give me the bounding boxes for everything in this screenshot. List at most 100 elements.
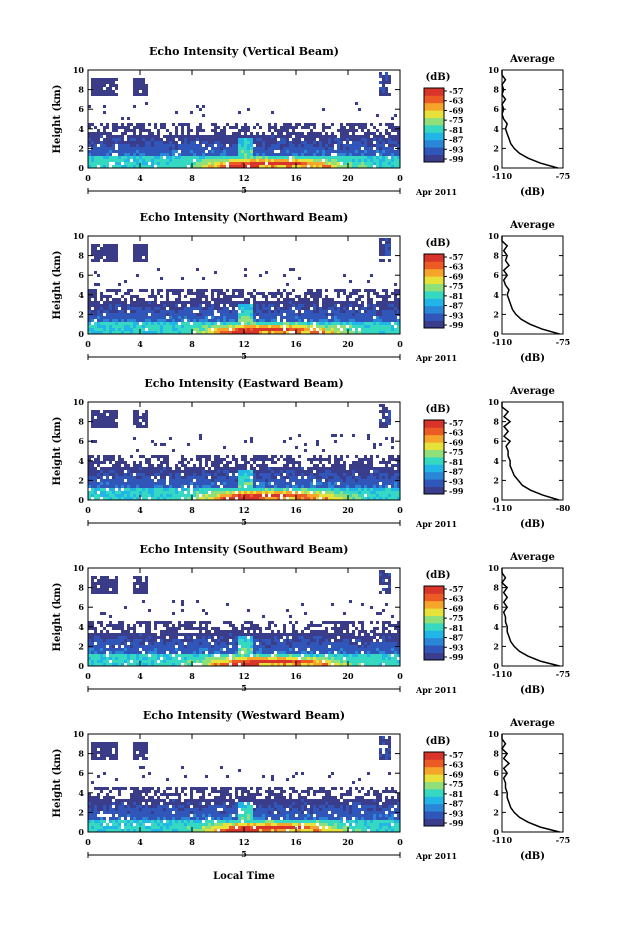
average-y-tick-label: 2	[493, 475, 499, 485]
average-y-tick-label: 8	[493, 583, 499, 593]
x-tick-label: 8	[189, 173, 195, 183]
x-tick-label: 12	[238, 173, 249, 183]
x-tick-label: 0	[85, 339, 91, 349]
average-title: Average	[509, 552, 555, 563]
average-y-tick-label: 4	[493, 456, 499, 466]
average-y-tick-label: 2	[493, 807, 499, 817]
average-title: Average	[509, 386, 555, 397]
y-tick-label: 8	[78, 417, 84, 427]
x-tick-label: 4	[137, 671, 143, 681]
average-y-tick-label: 2	[493, 641, 499, 651]
average-y-tick-label: 6	[493, 768, 499, 778]
x-axis-label: Local Time	[213, 871, 275, 882]
y-tick-label: 4	[78, 622, 84, 632]
colorbar-swatch	[424, 427, 444, 435]
colorbar-swatch	[424, 261, 444, 269]
average-y-tick-label: 6	[493, 270, 499, 280]
colorbar-unit: (dB)	[426, 570, 451, 581]
colorbar-swatch	[424, 464, 444, 472]
x-tick-label: 4	[137, 173, 143, 183]
average-x-label: (dB)	[520, 851, 545, 862]
panel-title: Echo Intensity (Southward Beam)	[140, 543, 349, 556]
y-axis-label: Height (km)	[52, 85, 63, 154]
colorbar-swatch	[424, 782, 444, 790]
x-tick-label: 16	[290, 671, 302, 681]
colorbar-tick-label: -99	[449, 818, 464, 828]
y-tick-label: 0	[78, 495, 84, 505]
average-x-label: (dB)	[520, 685, 545, 696]
y-tick-label: 8	[78, 251, 84, 261]
average-y-tick-label: 4	[493, 622, 499, 632]
colorbar-swatch	[424, 110, 444, 118]
x-tick-label: 4	[137, 505, 143, 515]
average-y-tick-label: 8	[493, 749, 499, 759]
colorbar-tick-label: -57	[449, 418, 463, 428]
date-marker: 5	[241, 185, 247, 195]
colorbar-tick-label: -57	[449, 86, 463, 96]
y-tick-label: 8	[78, 85, 84, 95]
y-tick-label: 4	[78, 788, 84, 798]
colorbar-swatch	[424, 586, 444, 594]
y-tick-label: 0	[78, 163, 84, 173]
x-tick-label: 20	[342, 837, 354, 847]
panel-title: Echo Intensity (Westward Beam)	[143, 709, 345, 722]
heatmap-cells	[88, 404, 400, 500]
average-y-tick-label: 10	[488, 563, 500, 573]
colorbar-swatch	[424, 269, 444, 277]
y-tick-label: 2	[78, 309, 84, 319]
average-x-tick-label: -110	[492, 503, 512, 513]
average-y-tick-label: 6	[493, 104, 499, 114]
average-y-tick-label: 8	[493, 85, 499, 95]
colorbar-tick-label: -87	[449, 467, 463, 477]
colorbar-tick-label: -93	[449, 476, 464, 486]
colorbar-swatch	[424, 811, 444, 819]
average-y-tick-label: 4	[493, 124, 499, 134]
date-label: Apr 2011	[415, 685, 457, 695]
colorbar-tick-label: -99	[449, 486, 464, 496]
colorbar-swatch	[424, 752, 444, 760]
colorbar-tick-label: -93	[449, 642, 464, 652]
x-tick-label: 16	[290, 173, 302, 183]
colorbar-tick-label: -75	[449, 447, 463, 457]
y-tick-label: 0	[78, 329, 84, 339]
colorbar-unit: (dB)	[426, 404, 451, 415]
colorbar-swatch	[424, 103, 444, 111]
date-label: Apr 2011	[415, 187, 457, 197]
colorbar-tick-label: -99	[449, 320, 464, 330]
colorbar-tick-label: -63	[449, 760, 464, 770]
average-profile-line	[502, 402, 559, 500]
colorbar-swatch	[424, 789, 444, 797]
average-x-tick-label: -75	[556, 669, 570, 679]
heatmap-cells	[88, 570, 400, 666]
average-profile-line	[502, 70, 558, 168]
y-tick-label: 6	[78, 270, 84, 280]
date-label: Apr 2011	[415, 519, 457, 529]
y-tick-label: 0	[78, 827, 84, 837]
y-tick-label: 4	[78, 124, 84, 134]
y-axis-label: Height (km)	[52, 749, 63, 818]
y-axis-label: Height (km)	[52, 583, 63, 652]
average-y-tick-label: 4	[493, 788, 499, 798]
colorbar-tick-label: -87	[449, 135, 463, 145]
colorbar-tick-label: -57	[449, 252, 463, 262]
colorbar-swatch	[424, 276, 444, 284]
colorbar-swatch	[424, 819, 444, 827]
average-x-tick-label: -75	[556, 337, 570, 347]
y-tick-label: 2	[78, 641, 84, 651]
average-frame	[502, 236, 563, 334]
colorbar-swatch	[424, 435, 444, 443]
average-y-tick-label: 6	[493, 602, 499, 612]
colorbar-swatch	[424, 450, 444, 458]
average-y-tick-label: 10	[488, 397, 500, 407]
x-tick-label: 12	[238, 339, 249, 349]
x-tick-label: 20	[342, 173, 354, 183]
date-marker: 5	[241, 683, 247, 693]
x-tick-label: 8	[189, 837, 195, 847]
y-tick-label: 0	[78, 661, 84, 671]
colorbar-swatch	[424, 653, 444, 661]
x-tick-label: 0	[397, 837, 403, 847]
colorbar-swatch	[424, 254, 444, 262]
y-tick-label: 6	[78, 104, 84, 114]
colorbar-tick-label: -63	[449, 428, 464, 438]
